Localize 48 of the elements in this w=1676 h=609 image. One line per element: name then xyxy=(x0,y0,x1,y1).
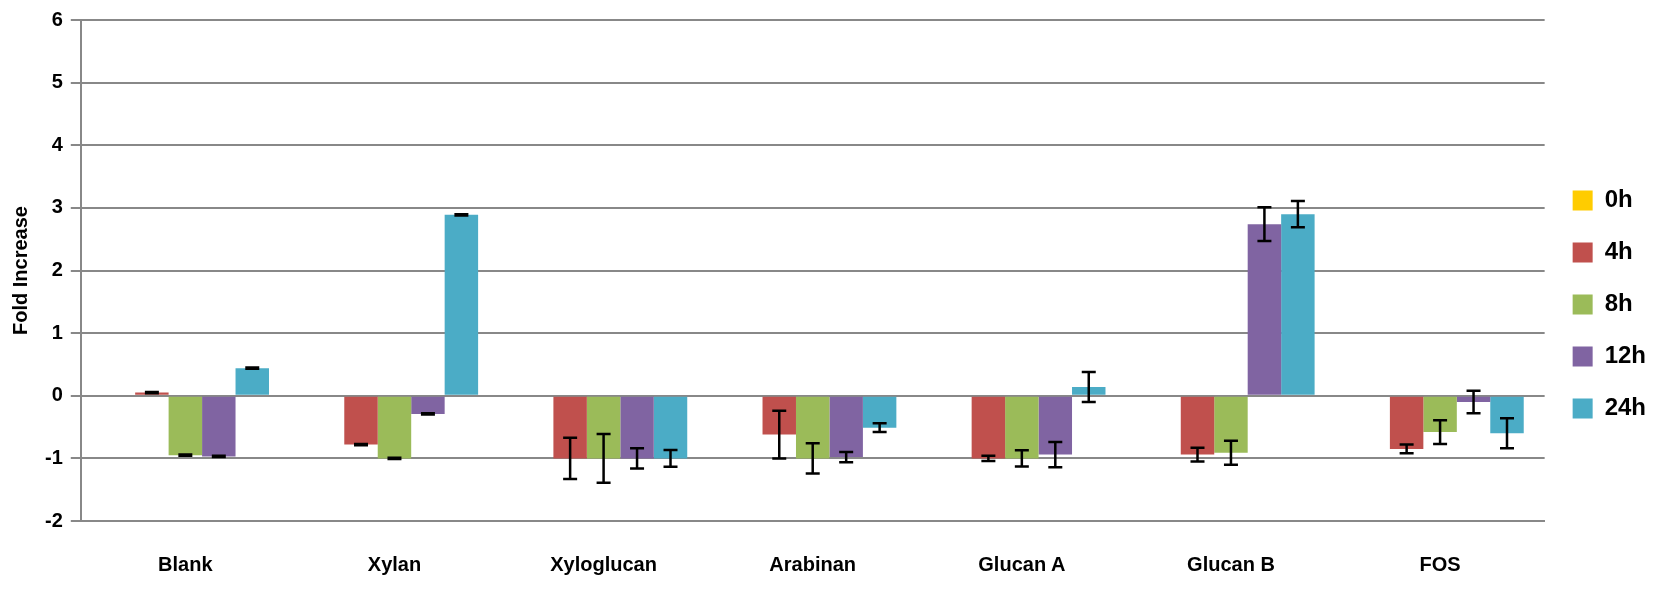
x-tick-label: Glucan A xyxy=(978,552,1066,575)
bar xyxy=(971,396,1006,459)
bar xyxy=(862,396,897,428)
bar xyxy=(1038,396,1073,455)
y-tick-label: 6 xyxy=(51,7,63,30)
x-tick-label: Glucan B xyxy=(1187,552,1275,575)
x-tick-label: Xylan xyxy=(367,552,422,575)
x-tick-label: FOS xyxy=(1419,552,1461,575)
legend-label: 8h xyxy=(1604,289,1633,317)
y-tick-label: 2 xyxy=(51,258,63,281)
bar xyxy=(620,396,654,459)
legend-label: 4h xyxy=(1604,237,1633,265)
y-tick-label: -1 xyxy=(44,445,63,468)
bar xyxy=(653,396,688,459)
bar xyxy=(762,396,796,435)
bar xyxy=(795,396,830,459)
x-tick-label: Blank xyxy=(158,552,214,575)
y-tick-label: 0 xyxy=(51,383,63,406)
bar xyxy=(168,396,203,456)
legend-label: 12h xyxy=(1604,341,1646,369)
bar xyxy=(1005,396,1039,459)
bar xyxy=(553,396,587,459)
bar xyxy=(1389,396,1424,449)
x-tick-label: Xyloglucan xyxy=(550,552,657,575)
bar xyxy=(586,396,621,459)
bar xyxy=(1490,396,1524,434)
bar xyxy=(829,396,863,458)
bar xyxy=(377,396,412,459)
bar xyxy=(235,368,269,395)
y-tick-label: 5 xyxy=(51,70,63,93)
bar xyxy=(1423,396,1457,433)
y-tick-label: 1 xyxy=(51,320,63,343)
bar xyxy=(444,214,479,395)
y-tick-label: 4 xyxy=(51,132,64,155)
bar xyxy=(1214,396,1248,453)
bar xyxy=(1247,224,1282,395)
legend-label: 0h xyxy=(1604,185,1633,213)
bar xyxy=(1072,386,1106,395)
y-axis-title: Fold Increase xyxy=(8,206,31,335)
x-tick-label: Arabinan xyxy=(769,552,857,575)
bar xyxy=(344,396,378,445)
y-tick-label: 3 xyxy=(51,195,63,218)
bar xyxy=(1281,214,1315,395)
bar xyxy=(1180,396,1215,455)
y-tick-label: -2 xyxy=(44,508,63,531)
bar xyxy=(411,396,445,414)
legend-label: 24h xyxy=(1604,393,1646,421)
bar xyxy=(202,396,236,457)
